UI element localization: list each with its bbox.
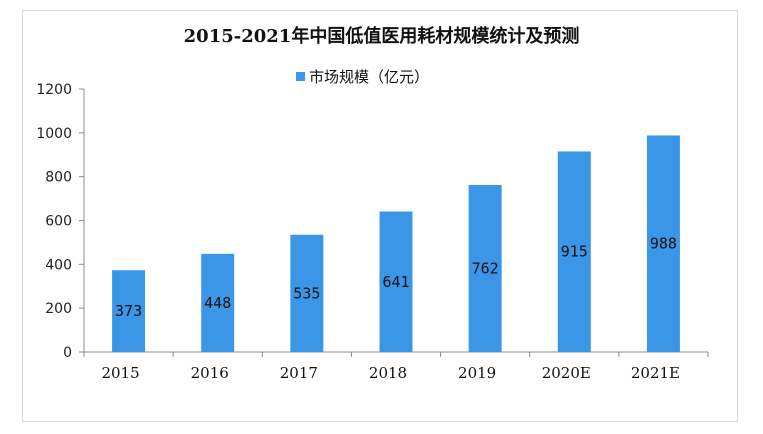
x-tick-label: 2021E	[631, 364, 680, 382]
bar	[379, 211, 413, 352]
data-label: 915	[561, 243, 588, 261]
bar	[112, 270, 146, 352]
data-label: 762	[472, 259, 499, 277]
x-tick-label: 2018	[369, 364, 407, 382]
data-label: 373	[115, 302, 142, 320]
legend-swatch	[296, 72, 305, 81]
data-label: 641	[382, 273, 409, 291]
y-tick-label: 200	[45, 301, 72, 317]
data-label: 988	[650, 235, 677, 253]
y-tick-label: 800	[45, 170, 72, 186]
x-tick-label: 2019	[458, 364, 496, 382]
bar	[290, 234, 324, 352]
x-tick-label: 2015	[101, 364, 139, 382]
y-tick-label: 0	[63, 345, 72, 361]
y-tick-label: 600	[45, 214, 72, 230]
legend: 市场规模（亿元）	[296, 66, 429, 87]
bar	[557, 151, 591, 352]
bar	[468, 184, 502, 352]
y-tick-label: 1200	[36, 82, 72, 98]
x-tick-label: 2017	[280, 364, 318, 382]
bar	[201, 253, 235, 352]
y-tick-label: 400	[45, 257, 72, 273]
legend-label: 市场规模（亿元）	[309, 68, 430, 86]
data-label: 448	[204, 294, 231, 312]
bar	[646, 135, 680, 352]
chart-title: 2015-2021年中国低值医用耗材规模统计及预测	[183, 26, 580, 47]
x-tick-label: 2020E	[542, 364, 591, 382]
data-label: 535	[293, 284, 320, 302]
y-tick-label: 1000	[36, 126, 72, 142]
x-tick-label: 2016	[191, 364, 229, 382]
